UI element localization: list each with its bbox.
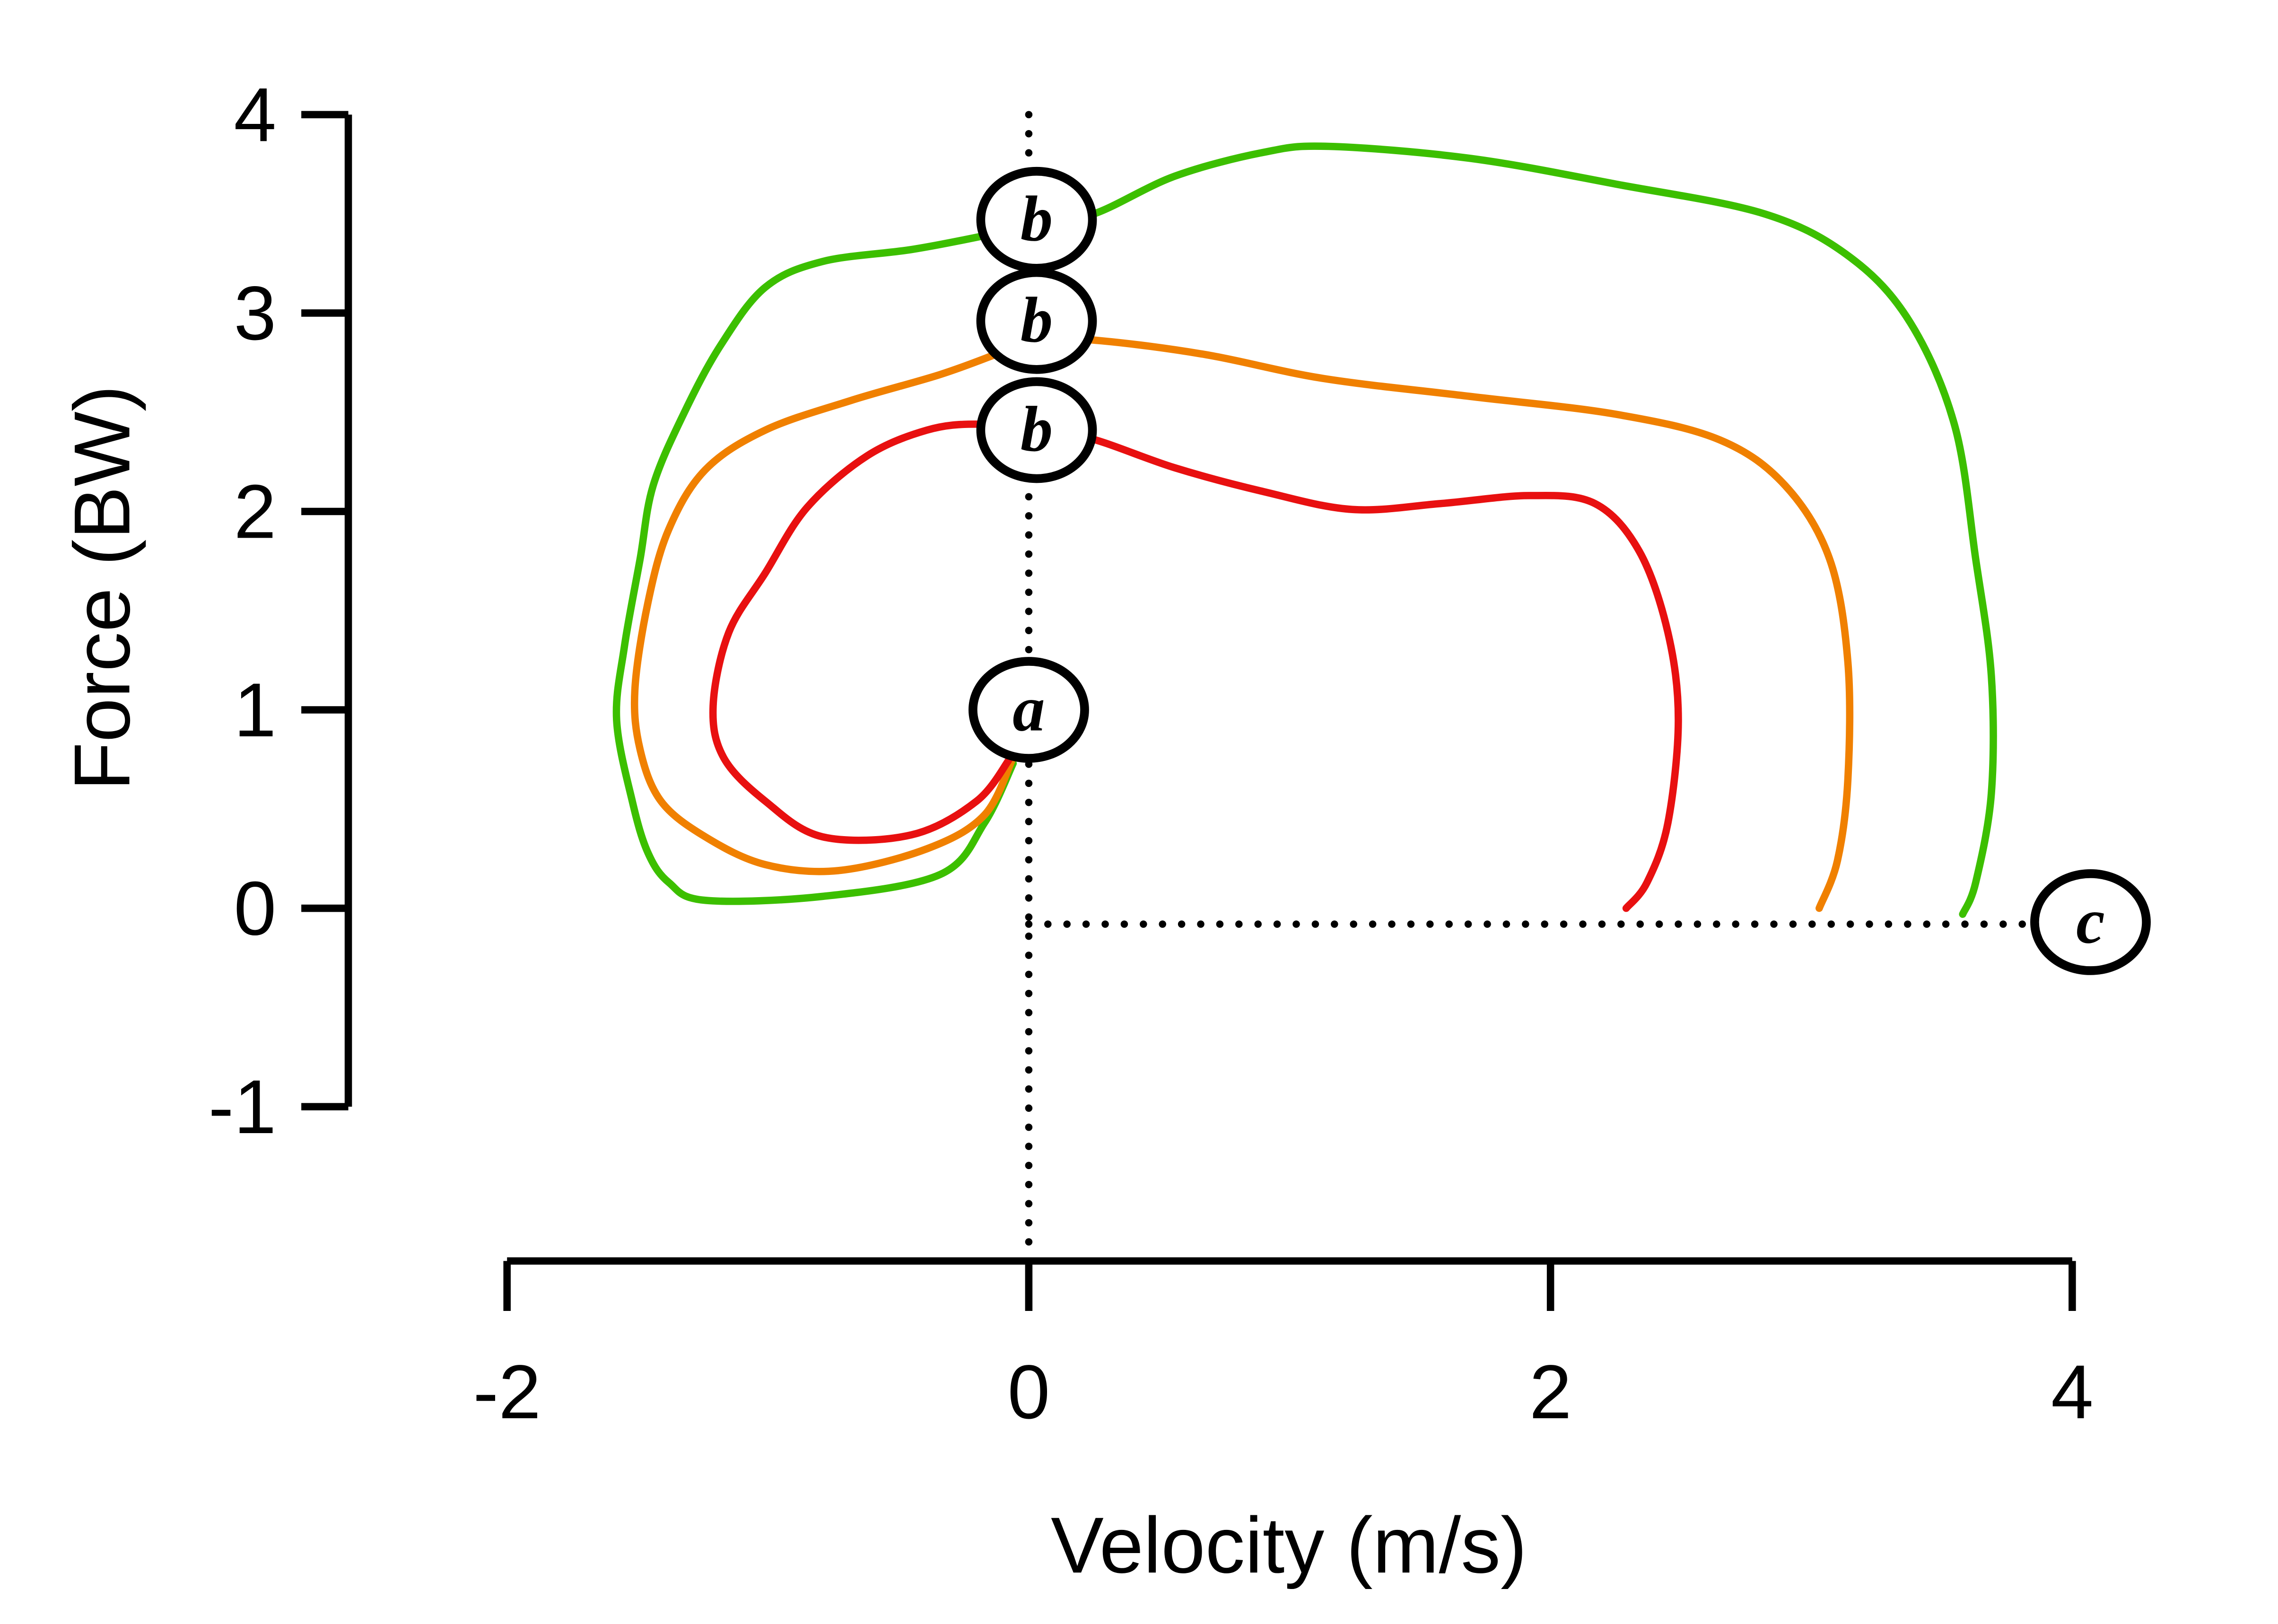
x-axis-label: Velocity (m/s) <box>1051 1501 1527 1589</box>
series-group <box>612 142 1997 918</box>
annotation-label-b: b <box>1021 284 1053 356</box>
reference-lines <box>1025 111 2050 1261</box>
annotation-circle-c <box>2030 869 2151 975</box>
y-axis-label: Force (BW) <box>58 385 147 791</box>
y-tick-label: 3 <box>234 271 276 356</box>
y-tick-label: 4 <box>234 72 276 157</box>
annotation-circle-a <box>969 657 1089 763</box>
annotation-circle-b <box>976 377 1097 483</box>
y-tick-label: 0 <box>234 866 276 951</box>
annotation-circle-b <box>976 268 1097 374</box>
x-tick-label: 4 <box>2051 1350 2094 1435</box>
x-tick-label: 0 <box>1007 1350 1050 1435</box>
y-tick-label: -1 <box>209 1065 277 1150</box>
axes: -1 0 1 2 3 4 -2 0 2 4 <box>209 72 2094 1435</box>
annotation-label-b: b <box>1021 393 1053 465</box>
series-line-3 <box>709 420 1682 912</box>
x-tick-label: -2 <box>473 1350 541 1435</box>
annotation-label-c: c <box>2076 885 2105 957</box>
annotation-label-a: a <box>1012 673 1045 745</box>
series-line-1 <box>612 142 1997 918</box>
y-tick-label: 2 <box>234 469 276 554</box>
annotation-label-b: b <box>1021 183 1053 254</box>
y-tick-label: 1 <box>234 668 276 753</box>
x-tick-label: 2 <box>1529 1350 1572 1435</box>
